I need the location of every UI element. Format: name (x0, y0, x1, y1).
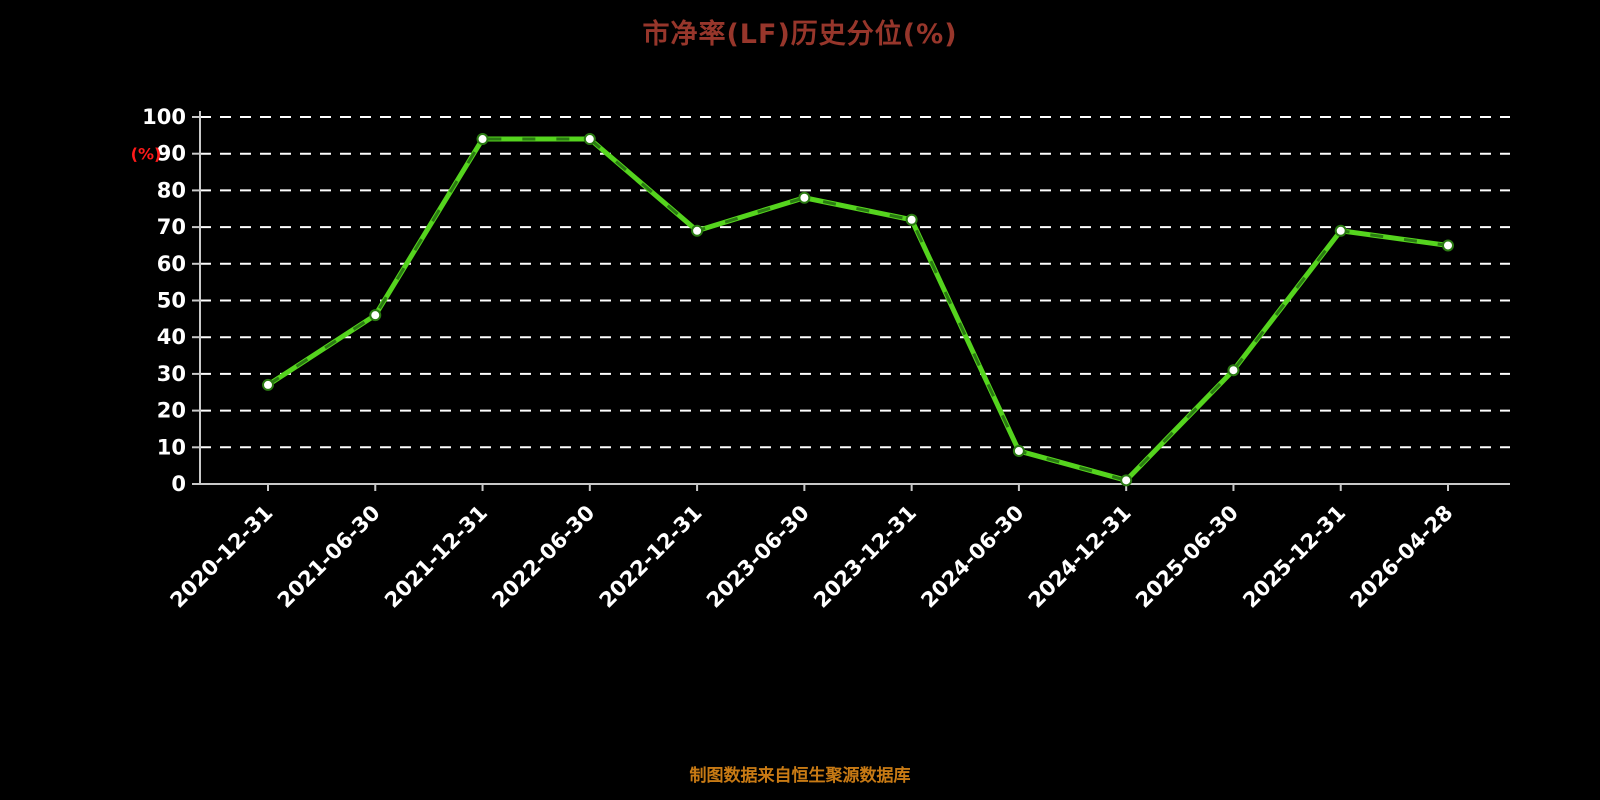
data-point-marker[interactable] (905, 213, 918, 226)
data-point-marker[interactable] (476, 133, 489, 146)
series-line-dash-overlay (267, 137, 1449, 482)
data-point-marker[interactable] (691, 224, 704, 237)
x-tick-label: 2026-04-28 (1346, 501, 1458, 613)
data-point-marker[interactable] (1442, 239, 1454, 252)
chart-source-note: 制图数据来自恒生聚源数据库 (689, 766, 911, 786)
y-tick-label: 70 (157, 215, 186, 239)
data-point-marker[interactable] (1334, 224, 1347, 237)
x-tick-label: 2024-12-31 (1024, 501, 1136, 613)
y-tick-label: 60 (157, 252, 186, 276)
x-tick-label: 2024-06-30 (916, 501, 1028, 613)
data-point-marker[interactable] (1120, 474, 1133, 487)
data-point-marker[interactable] (1012, 444, 1025, 457)
x-tick-label: 2025-12-31 (1238, 501, 1350, 613)
y-tick-label: 90 (157, 142, 186, 166)
y-tick-label: 50 (157, 289, 186, 313)
x-tick-label: 2023-12-31 (809, 501, 921, 613)
x-tick-label: 2022-12-31 (595, 501, 707, 613)
chart-title: 市净率(LF)历史分位(%) (642, 19, 958, 50)
x-tick-label: 2021-06-30 (273, 501, 385, 613)
data-point-marker[interactable] (262, 378, 274, 391)
y-tick-label: 0 (171, 472, 186, 496)
x-tick-label: 2025-06-30 (1131, 501, 1243, 613)
x-tick-label: 2020-12-31 (166, 501, 278, 613)
x-tick-label: 2021-12-31 (380, 501, 492, 613)
y-tick-label: 40 (157, 325, 186, 349)
y-axis-unit-label: (%) (131, 145, 162, 164)
y-tick-label: 30 (157, 362, 186, 386)
data-point-marker[interactable] (1227, 364, 1240, 377)
y-tick-label: 20 (157, 399, 186, 423)
y-tick-label: 10 (157, 435, 186, 459)
y-tick-label: 100 (142, 105, 186, 129)
data-point-marker[interactable] (583, 133, 596, 146)
x-tick-label: 2023-06-30 (702, 501, 814, 613)
data-point-marker[interactable] (369, 309, 382, 322)
y-tick-label: 80 (157, 178, 186, 202)
x-tick-label: 2022-06-30 (487, 501, 599, 613)
data-point-marker[interactable] (798, 191, 811, 204)
